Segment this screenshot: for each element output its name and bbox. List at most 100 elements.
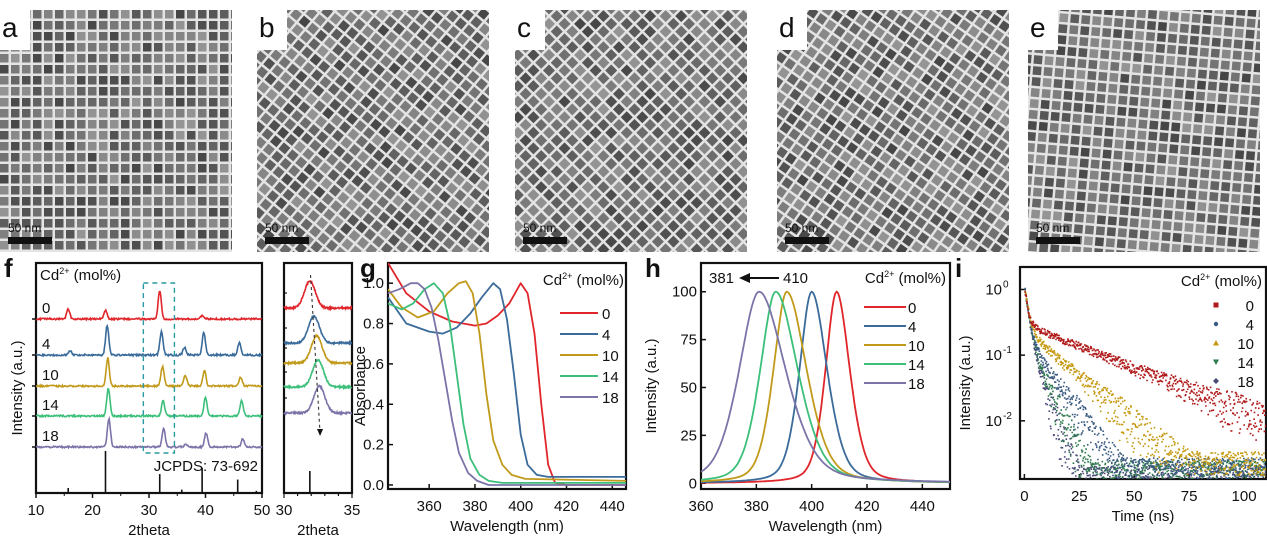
nanocube	[209, 43, 218, 52]
nanocube	[110, 219, 119, 228]
nanocube	[198, 109, 207, 118]
nanocube	[209, 230, 218, 239]
nanocube	[353, 18, 366, 31]
nanocube	[434, 144, 447, 157]
nanocube	[612, 10, 625, 23]
nanocube	[354, 205, 367, 218]
nanocube	[461, 95, 474, 108]
nanocube	[99, 175, 108, 184]
nanocube	[377, 110, 390, 123]
nanocube	[198, 43, 207, 52]
nanocube	[311, 69, 324, 82]
nanocube	[299, 117, 312, 130]
nanocube	[198, 21, 207, 30]
nanocube	[132, 153, 141, 162]
nanocube	[187, 109, 196, 118]
nanocube	[99, 76, 108, 85]
nanocube	[443, 65, 456, 78]
nanocube	[99, 219, 108, 228]
nanocube	[143, 32, 152, 41]
nanocube	[187, 175, 196, 184]
nanocube	[272, 80, 285, 93]
nanocube	[390, 179, 403, 192]
nanocube	[472, 219, 485, 232]
nanocube	[262, 143, 275, 156]
nanocube	[337, 105, 350, 118]
nanocube	[165, 65, 174, 74]
nanocube	[143, 164, 152, 173]
nanocube	[316, 217, 329, 230]
nanocube	[261, 128, 274, 141]
nanocube	[350, 159, 363, 172]
nanocube	[443, 151, 456, 164]
nanocube	[176, 219, 185, 228]
nanocube	[468, 86, 481, 99]
nanocube	[121, 10, 130, 19]
nanocube	[361, 111, 374, 124]
nanocube	[22, 197, 31, 206]
nanocube	[154, 120, 163, 129]
nanocube	[355, 221, 368, 234]
nanocube	[330, 200, 343, 213]
nanocube	[318, 248, 331, 252]
nanocube	[298, 15, 311, 28]
nanocube	[77, 32, 86, 41]
nanocube	[55, 43, 64, 52]
nanocube	[315, 29, 328, 42]
nanocube	[457, 48, 470, 61]
nanocube	[33, 87, 42, 96]
nanocube	[165, 87, 174, 96]
nanocube	[220, 164, 229, 173]
nanocube	[367, 10, 380, 14]
nanocube	[154, 65, 163, 74]
nanocube	[209, 164, 218, 173]
nanocube	[0, 109, 9, 118]
tem-image-b: b 50 nm	[257, 10, 489, 252]
nanocube	[398, 170, 410, 183]
nanocube	[310, 241, 323, 252]
nanocube	[312, 84, 325, 97]
nanocube	[209, 197, 218, 206]
nanocube	[22, 241, 31, 250]
nanocube	[403, 146, 416, 159]
nanocube	[0, 131, 9, 140]
nanocube	[99, 230, 108, 239]
nanocube	[347, 214, 360, 227]
nanocube	[344, 97, 357, 110]
nanocube	[165, 131, 174, 140]
nanocube	[428, 168, 441, 181]
nanocube	[433, 42, 446, 55]
nanocube	[380, 242, 393, 252]
nanocube	[373, 63, 385, 76]
nanocube	[22, 65, 31, 74]
nanocube	[374, 165, 387, 178]
nanocube	[187, 164, 196, 173]
nanocube	[77, 98, 86, 107]
nanocube	[305, 10, 318, 20]
nanocube	[176, 109, 185, 118]
nanocube	[264, 73, 277, 86]
nanocube	[0, 120, 9, 129]
nanocube	[374, 79, 387, 92]
nanocube	[426, 51, 439, 64]
nanocube	[0, 76, 9, 85]
nanocube	[110, 32, 119, 41]
nanocube	[77, 87, 86, 96]
nanocube	[176, 98, 185, 107]
nanocube	[471, 117, 484, 130]
nanocube	[422, 10, 435, 17]
nanocube	[231, 153, 232, 162]
nanocube	[378, 39, 391, 52]
nanocube	[231, 186, 232, 195]
nanocube	[88, 186, 97, 195]
nanocube	[427, 152, 440, 165]
nanocube	[132, 54, 141, 63]
nanocube	[88, 76, 97, 85]
nanocube	[231, 76, 232, 85]
nanocube	[0, 153, 9, 162]
nanocube	[474, 62, 487, 75]
nanocube	[0, 164, 9, 173]
nanocube	[257, 152, 268, 165]
nanocube	[401, 116, 413, 128]
nanocube	[265, 174, 278, 187]
